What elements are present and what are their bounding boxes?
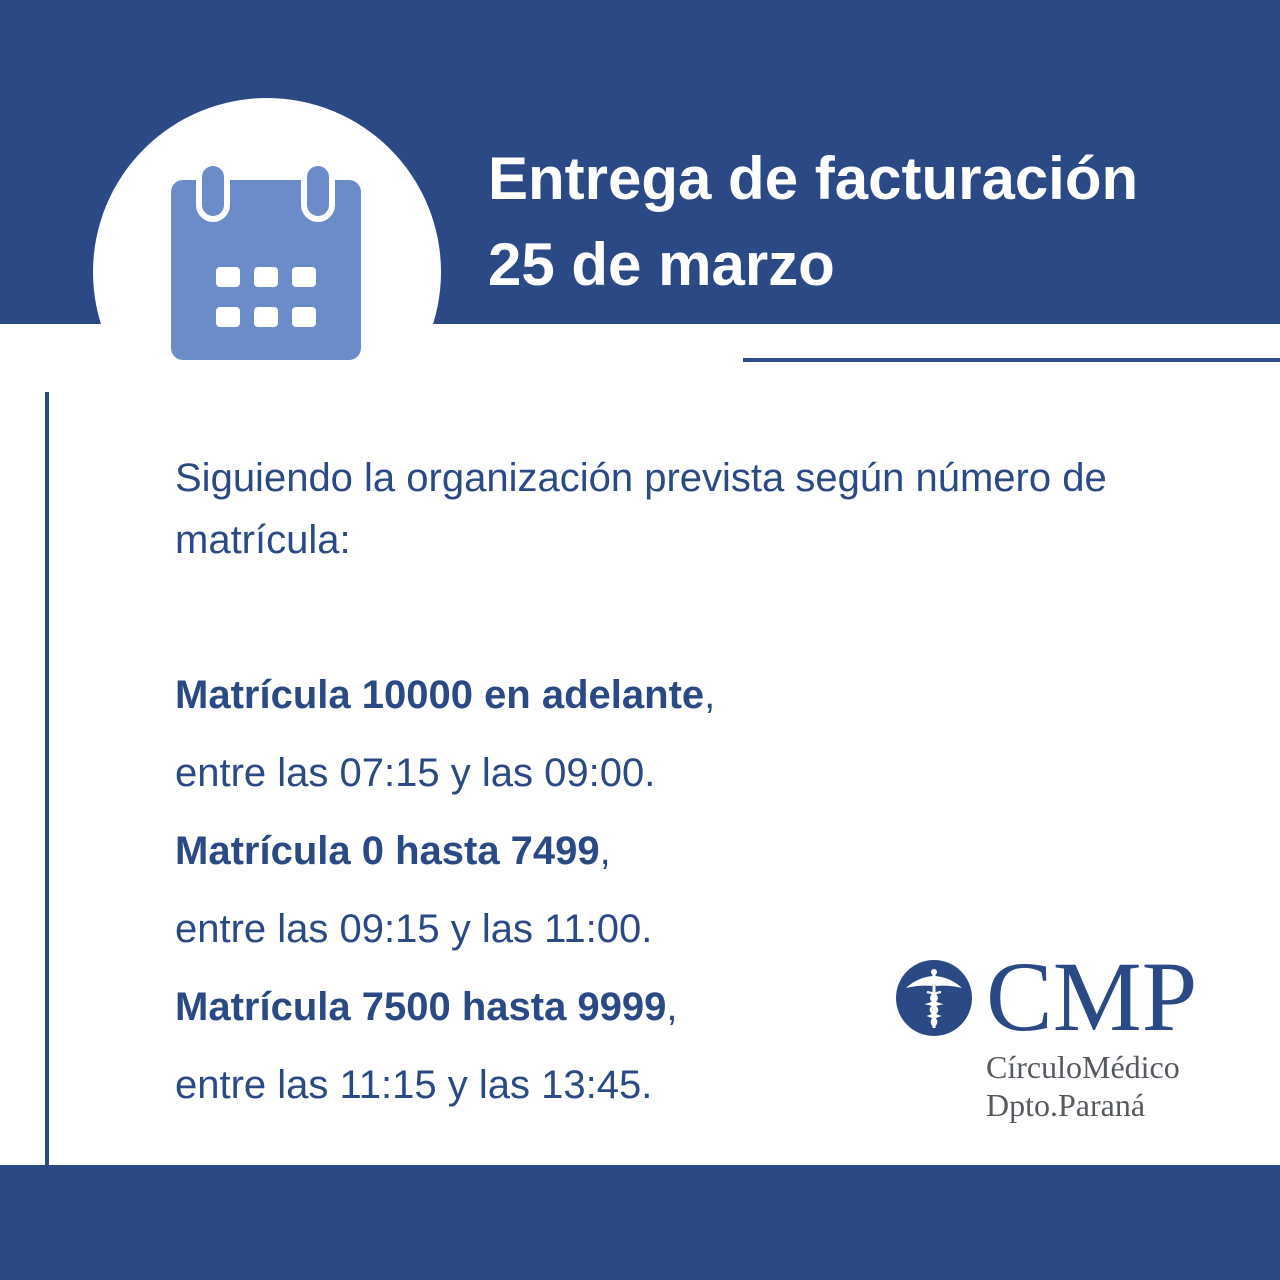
schedule-list: Matrícula 10000 en adelante, entre las 0…: [175, 656, 715, 1124]
title-line-1: Entrega de facturación: [488, 145, 1139, 212]
intro-text: Siguiendo la organización prevista según…: [175, 456, 1107, 562]
schedule-time: entre las 09:15 y las 11:00.: [175, 907, 653, 951]
caduceus-icon: [896, 960, 972, 1036]
schedule-time: entre las 07:15 y las 09:00.: [175, 751, 656, 795]
title-line-2: 25 de marzo: [488, 231, 835, 298]
calendar-icon: [171, 160, 361, 360]
page-title: Entrega de facturación 25 de marzo: [488, 136, 1138, 308]
cmp-logo: CMP CírculoMédico Dpto.Paraná: [896, 942, 1226, 1125]
logo-line-2: Dpto.Paraná: [986, 1087, 1146, 1123]
schedule-label-suffix: ,: [704, 673, 716, 717]
schedule-label-suffix: ,: [666, 985, 678, 1029]
schedule-label: Matrícula 10000 en adelante: [175, 673, 705, 717]
schedule-time: entre las 11:15 y las 13:45.: [175, 1063, 653, 1107]
logo-letters: CMP: [986, 941, 1198, 1052]
logo-subtitle: CírculoMédico Dpto.Paraná: [986, 1048, 1180, 1124]
schedule-label-row: Matrícula 0 hasta 7499,: [175, 812, 715, 890]
schedule-label: Matrícula 7500 hasta 9999: [175, 985, 667, 1029]
footer-band: [0, 1165, 1280, 1280]
vertical-divider: [45, 392, 49, 1165]
schedule-label: Matrícula 0 hasta 7499: [175, 829, 600, 873]
schedule-label-suffix: ,: [599, 829, 611, 873]
horizontal-divider: [743, 358, 1280, 362]
schedule-label-row: Matrícula 10000 en adelante,: [175, 656, 715, 734]
logo-line-1: CírculoMédico: [986, 1049, 1180, 1085]
schedule-label-row: Matrícula 7500 hasta 9999,: [175, 968, 715, 1046]
